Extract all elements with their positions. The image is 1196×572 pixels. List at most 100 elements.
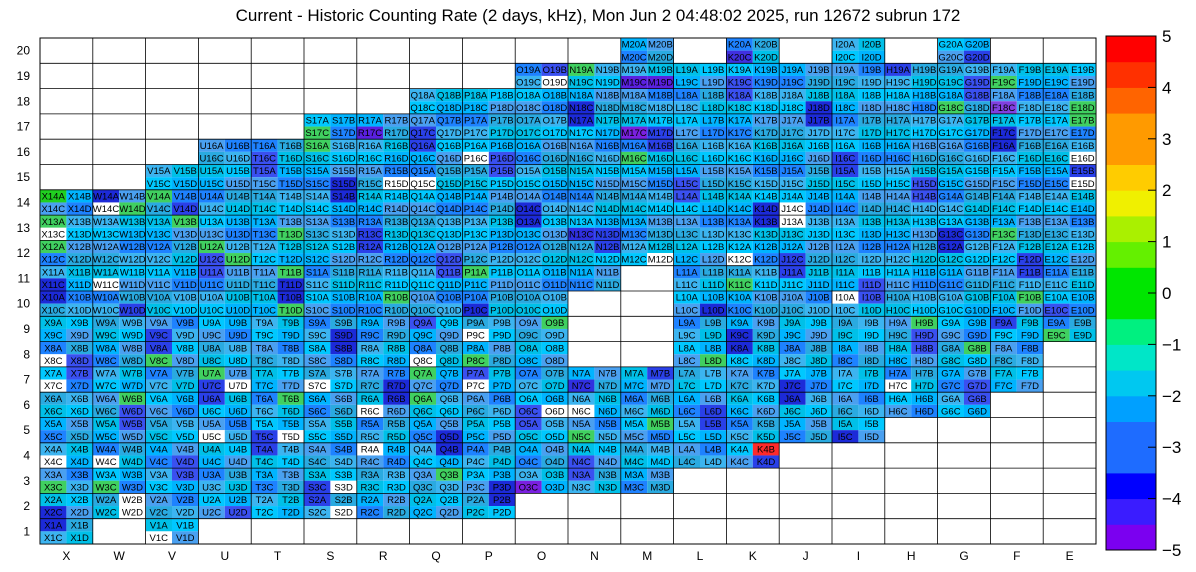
cell-label: M13B <box>648 217 673 228</box>
heatmap-cell: L8B <box>700 341 727 355</box>
cell-label: F13A <box>992 217 1015 228</box>
heatmap-cell: H7A <box>884 366 912 380</box>
cell-fill <box>647 63 674 76</box>
cell-label: K20B <box>754 40 777 51</box>
cell-label: V7B <box>176 369 194 380</box>
cell-label: X7D <box>70 381 89 392</box>
cell-fill <box>462 417 489 431</box>
heatmap-cell: H10B <box>911 291 938 304</box>
cell-label: I7B <box>864 369 878 380</box>
cell-fill <box>277 480 304 494</box>
cell-fill <box>198 240 225 254</box>
cell-label: N3D <box>598 482 617 493</box>
cell-label: I11C <box>836 280 856 291</box>
heatmap-cell: R15D <box>383 177 410 190</box>
heatmap-cell: O18D <box>541 101 568 114</box>
cell-fill <box>752 328 780 342</box>
cell-label: R14A <box>358 191 382 202</box>
cell-label: G16B <box>965 141 989 152</box>
heatmap-cell: N19C <box>568 75 595 89</box>
heatmap-cell: F7B <box>1016 366 1044 380</box>
heatmap-cell: Q10D <box>436 303 463 317</box>
cell-label: T8C <box>255 356 273 367</box>
heatmap-cell: W12D <box>119 253 146 266</box>
heatmap-cell: J15A <box>779 164 806 178</box>
heatmap-cell: Q18C <box>409 101 436 114</box>
heatmap-cell: G13B <box>964 215 991 228</box>
cell-label: G8D <box>967 356 987 367</box>
heatmap-cell: S16D <box>330 151 357 165</box>
heatmap-cell: F8C <box>990 354 1017 367</box>
cell-fill <box>488 177 516 190</box>
heatmap-cell: T9D <box>277 328 304 342</box>
heatmap-cell: F18C <box>990 101 1017 114</box>
heatmap-cell: R14A <box>356 189 384 203</box>
cell-label: P11C <box>464 280 487 291</box>
heatmap-cell: V12D <box>172 253 199 266</box>
heatmap-cell: J6A <box>779 392 806 405</box>
cell-label: O15A <box>516 166 541 177</box>
heatmap-cell: L7B <box>700 366 727 380</box>
heatmap-cell: V8D <box>172 354 199 367</box>
heatmap-cell: G19D <box>964 75 991 89</box>
cell-fill <box>119 442 146 456</box>
cell-fill <box>805 139 832 152</box>
cell-label: G10A <box>939 293 964 304</box>
cell-label: X10D <box>68 305 92 316</box>
cell-label: K6D <box>757 407 776 418</box>
cell-fill <box>515 253 542 266</box>
cell-fill <box>304 366 331 380</box>
cell-label: T8A <box>256 343 274 354</box>
heatmap-cell: L11B <box>700 265 727 279</box>
heatmap-cell: P3D <box>488 480 516 494</box>
heatmap-cell: R10D <box>383 303 410 317</box>
cell-fill <box>832 215 859 228</box>
cell-fill <box>964 126 991 140</box>
cell-fill <box>40 303 67 317</box>
heatmap-cell: R15A <box>356 164 384 178</box>
cell-fill <box>515 328 542 342</box>
cell-fill <box>66 189 93 203</box>
heatmap-cell: K5A <box>726 417 753 431</box>
heatmap-cell: G8B <box>964 341 991 355</box>
cell-fill <box>700 404 727 418</box>
heatmap-cell: T13B <box>277 215 304 228</box>
cell-label: T2B <box>282 495 299 506</box>
cell-fill <box>1069 75 1096 89</box>
heatmap-cell: O3A <box>515 468 542 481</box>
cell-fill <box>937 227 964 241</box>
cell-fill <box>356 177 384 190</box>
cell-fill <box>594 265 621 279</box>
heatmap-cell: N11D <box>594 278 621 291</box>
cell-label: L4B <box>705 444 722 455</box>
cell-fill <box>884 75 912 89</box>
cell-fill <box>251 303 278 317</box>
heatmap-cell: Q12D <box>436 253 463 266</box>
cell-label: U7C <box>202 381 221 392</box>
heatmap-cell: T15B <box>277 164 304 178</box>
heatmap-cell: K5D <box>752 430 780 443</box>
cell-fill <box>700 126 727 140</box>
cell-label: L7A <box>678 369 696 380</box>
cell-label: T16C <box>253 154 276 165</box>
cell-label: H13D <box>912 229 936 240</box>
heatmap-cell: H10A <box>884 291 912 304</box>
cell-label: O4D <box>545 457 565 468</box>
cell-fill <box>726 164 753 178</box>
cell-fill <box>330 126 357 140</box>
cell-fill <box>937 189 964 203</box>
cell-label: O12A <box>516 242 541 253</box>
cell-label: R17A <box>358 116 382 127</box>
cell-label: H14C <box>886 204 910 215</box>
cell-label: I18B <box>862 90 882 101</box>
heatmap-cell: V11B <box>172 265 199 279</box>
heatmap-cell: M15C <box>620 177 648 190</box>
cell-label: G10C <box>938 305 963 316</box>
cell-label: P14D <box>490 204 514 215</box>
cell-label: V3A <box>150 470 169 481</box>
heatmap-cell: R9B <box>383 316 410 329</box>
cell-label: O15D <box>542 179 567 190</box>
cell-fill <box>304 417 331 431</box>
heatmap-cell: G6B <box>964 392 991 405</box>
heatmap-cell: L5A <box>673 417 700 431</box>
